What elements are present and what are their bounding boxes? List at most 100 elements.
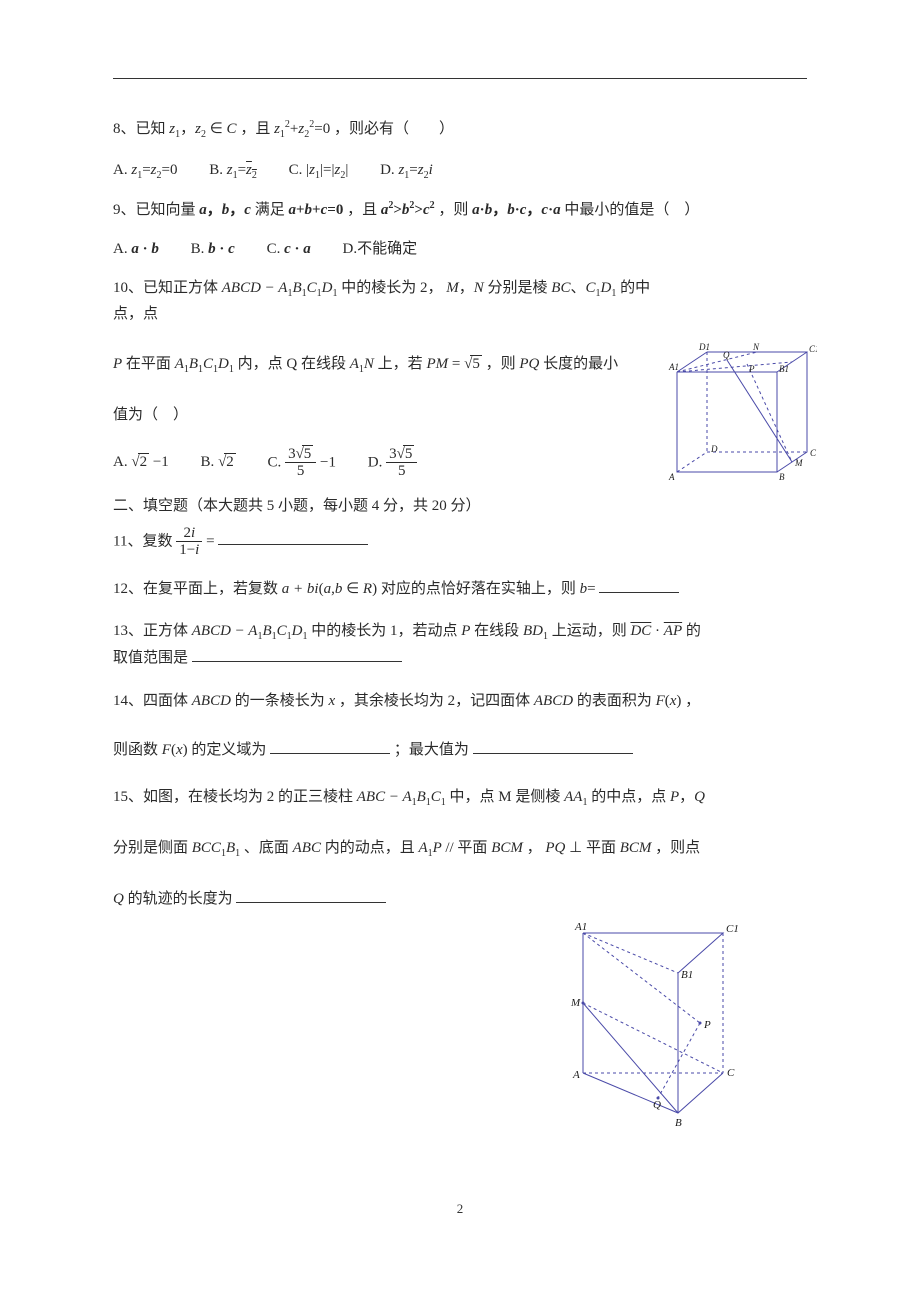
q10-options: A. √2 −1 B. √2 C. 3√55 −1 D. 3√55 <box>113 446 673 480</box>
q11-frac: 2i1−i <box>176 525 202 559</box>
q10-P: P <box>113 356 122 372</box>
q10-optC-label: C. <box>268 454 282 470</box>
q14-s7: 的定义域为 <box>191 742 266 758</box>
prism-label-C1: C1 <box>726 923 739 935</box>
q13-s6: 取值范围是 <box>113 650 188 666</box>
question-8: 8、已知 z1，z2 ∈ C ，且 z12+z22=0 ，则必有（ ） A. z… <box>113 117 807 184</box>
q13-BD1: BD1 <box>523 623 548 639</box>
q13-s5: 的 <box>686 623 701 639</box>
q15-perp: PQ ⊥ <box>545 840 586 856</box>
cube-label-D1: D1 <box>698 342 710 352</box>
q9-optA-label: A. <box>113 241 128 257</box>
q11-stem: 11、复数 <box>113 533 172 549</box>
q14-tet2: ABCD <box>534 693 573 709</box>
q12-blank <box>599 577 679 593</box>
q15-face: BCC1B1 <box>192 840 240 856</box>
q10-PQ: PQ <box>519 356 539 372</box>
question-15: 15、如图，在棱长均为 2 的正三棱柱 ABC − A1B1C1 中，点 M 是… <box>113 785 807 1133</box>
q9-vec: a，b，c <box>199 202 251 218</box>
cube-label-C1: C1 <box>809 344 817 354</box>
q10-edges: BC、C1D1 <box>551 280 616 296</box>
q9-mid2: ，且 <box>347 202 377 218</box>
cube-label-N: N <box>752 342 760 352</box>
q8-opt-c: C. |z1|=|z2| <box>289 158 349 185</box>
q9-mid3: ，则 <box>438 202 468 218</box>
prism-figure: A1 C1 B1 M P A C B Q <box>553 918 748 1133</box>
q10-opt-b: B. √2 <box>201 450 236 475</box>
cube-label-P: P <box>748 364 755 374</box>
q9-optC-label: C. <box>267 241 281 257</box>
q14-s6: 则函数 <box>113 742 158 758</box>
question-12: 12、在复平面上，若复数 a + bi(a,b ∈ R) 对应的点恰好落在实轴上… <box>113 577 807 602</box>
q11-eq: = <box>206 533 218 549</box>
q10-plane: A1B1C1D1 <box>175 356 234 372</box>
q13-blank <box>192 646 402 662</box>
q9-optD-text: 不能确定 <box>357 241 417 257</box>
q9-mid4: 中最小的值是（ ） <box>564 202 699 218</box>
question-11: 11、复数 2i1−i = <box>113 525 807 559</box>
q14-blank2 <box>473 738 633 754</box>
q15-Q: Q <box>113 891 124 907</box>
q10-s9: 长度的最小 <box>543 356 618 372</box>
q14-F2: F(x) <box>162 742 188 758</box>
q15-s8: ， <box>527 840 542 856</box>
q15-s1: 15、如图，在棱长均为 2 的正三棱柱 <box>113 789 353 805</box>
q14-s5: ， <box>685 693 700 709</box>
q15-s7: 平面 <box>457 840 487 856</box>
prism-label-B: B <box>675 1117 682 1129</box>
cube-label-A1: A1 <box>668 362 679 372</box>
q12-s3: = <box>587 581 595 597</box>
q9-mid1: 满足 <box>255 202 285 218</box>
q15-BCM1: BCM <box>491 840 523 856</box>
q10-opt-a: A. √2 −1 <box>113 450 169 475</box>
q9-opt-a: A. a · b <box>113 237 159 262</box>
q9-optB-label: B. <box>191 241 205 257</box>
q9-optD-label: D. <box>343 241 358 257</box>
q10-s10: 值为（ ） <box>113 407 188 423</box>
prism-label-Q: Q <box>653 1099 661 1111</box>
q15-s9: 平面 <box>586 840 616 856</box>
prism-label-M: M <box>570 997 581 1009</box>
content-area: 8、已知 z1，z2 ∈ C ，且 z12+z22=0 ，则必有（ ） A. z… <box>113 78 807 1147</box>
q15-s5: 、底面 <box>244 840 289 856</box>
q15-s2: 中，点 M 是侧棱 <box>450 789 561 805</box>
q8-optA-label: A. <box>113 162 128 178</box>
prism-label-B1: B1 <box>681 969 693 981</box>
q10-MN: M，N <box>446 280 484 296</box>
q10-s7: 上，若 <box>378 356 423 372</box>
question-9: 9、已知向量 a，b，c 满足 a+b+c=0 ，且 a2>b2>c2 ，则 a… <box>113 198 807 262</box>
q10-optD-label: D. <box>368 454 383 470</box>
q10-s8: ，则 <box>486 356 516 372</box>
q15-blank <box>236 887 386 903</box>
q15-par: A1P // <box>419 840 458 856</box>
q8-stem-end: ，则必有（ ） <box>334 121 454 137</box>
q13-P: P <box>461 623 470 639</box>
page: 8、已知 z1，z2 ∈ C ，且 z12+z22=0 ，则必有（ ） A. z… <box>0 0 920 1303</box>
question-14: 14、四面体 ABCD 的一条棱长为 x ，其余棱长均为 2，记四面体 ABCD… <box>113 689 807 763</box>
q14-x: x <box>328 693 335 709</box>
q14-tet: ABCD <box>192 693 231 709</box>
q13-cube: ABCD − A1B1C1D1 <box>192 623 308 639</box>
q10-s3: 分别是棱 <box>488 280 548 296</box>
q8-optD-label: D. <box>380 162 395 178</box>
q10-optA-label: A. <box>113 454 128 470</box>
q15-s10: ，则点 <box>655 840 700 856</box>
q9-opt-d: D.不能确定 <box>343 237 418 262</box>
q11-blank <box>218 529 368 545</box>
prism-label-A1: A1 <box>574 921 587 933</box>
cube-label-C: C <box>810 448 817 458</box>
q8-opt-a: A. z1=z2=0 <box>113 158 177 185</box>
q8-opt-d: D. z1=z2i <box>380 158 433 185</box>
q13-s4: 上运动，则 <box>552 623 627 639</box>
q8-math1: z1，z2 ∈ C <box>169 121 236 137</box>
q15-s4: 分别是侧面 <box>113 840 188 856</box>
q9-stem: 9、已知向量 <box>113 202 196 218</box>
q15-PQ: P，Q <box>670 789 705 805</box>
q12-b: b <box>580 581 588 597</box>
q14-s2: 的一条棱长为 <box>235 693 325 709</box>
q8-stem-pre: 8、已知 <box>113 121 166 137</box>
q10-s2: 中的棱长为 2， <box>341 280 442 296</box>
q15-base: ABC <box>293 840 321 856</box>
q10-cube: ABCD − A1B1C1D1 <box>222 280 338 296</box>
q8-stem-mid: ，且 <box>240 121 270 137</box>
